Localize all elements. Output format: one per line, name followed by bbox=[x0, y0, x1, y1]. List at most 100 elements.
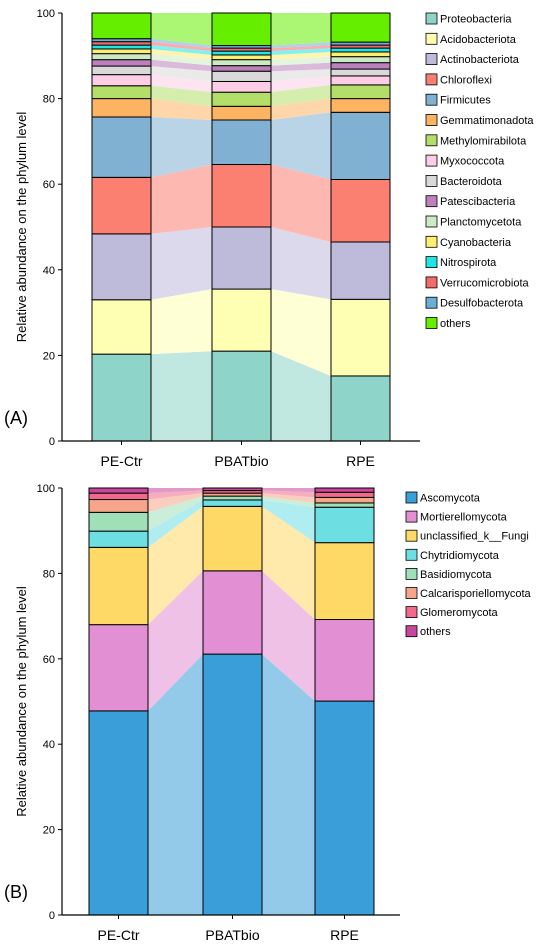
bar-pe-ctr-glomeromycota bbox=[88, 492, 149, 501]
bar-pbatbio-nitrospirota bbox=[211, 50, 272, 56]
bar-pbatbio-mortierellomycota bbox=[202, 570, 263, 655]
bar-rpe-acidobacteriota bbox=[330, 298, 391, 377]
x-tick-label-pe-ctr: PE-Ctr bbox=[101, 453, 143, 469]
bar-pe-ctr-unclassified-k-fungi bbox=[88, 546, 149, 626]
legend: Proteobacteria Acidobacteriota Actinobacte… bbox=[425, 12, 534, 330]
band-acidobacteriota-1 bbox=[151, 289, 212, 355]
band-unclassified-k-fungi-1 bbox=[148, 506, 203, 625]
band-bacteroidota-1 bbox=[151, 66, 212, 82]
bar-rpe-cyanobacteria bbox=[330, 51, 391, 58]
panel-a-chart: 0 20 40 60 80 100 PE-Ctr PBATbio RPE Relative abu… bbox=[4, 8, 534, 469]
legend-swatch-methylomirabilota bbox=[425, 134, 438, 147]
bar-rpe-unclassified-k-fungi bbox=[314, 542, 375, 621]
y-tick-label-80: 80 bbox=[43, 568, 55, 580]
legend-label-unclassified-k-fungi: unclassified_k__Fungi bbox=[420, 531, 529, 543]
legend-swatch-others bbox=[425, 317, 438, 329]
legend-label-chloroflexi: Chloroflexi bbox=[440, 74, 492, 86]
bar-pe-ctr-proteobacteria bbox=[91, 353, 152, 442]
band-chloroflexi-2 bbox=[271, 164, 331, 242]
band-others-2 bbox=[271, 13, 331, 46]
bar-pbatbio-gemmatimonadota bbox=[211, 105, 272, 121]
bar-rpe-proteobacteria bbox=[330, 375, 391, 442]
bar-rpe-bacteroidota bbox=[330, 68, 391, 77]
legend-label-verrucomicrobiota: Verrucomicrobiota bbox=[440, 277, 530, 289]
y-axis-title: Relative abundance on the phylum level bbox=[14, 112, 29, 343]
bar-pbatbio-patescibacteria bbox=[211, 65, 272, 72]
bar-pe-ctr-others bbox=[88, 487, 149, 494]
band-mortierellomycota-1 bbox=[148, 570, 203, 711]
legend-label-acidobacteriota: Acidobacteriota bbox=[440, 34, 517, 46]
y-tick-label-100: 100 bbox=[37, 483, 55, 495]
y-axis-title: Relative abundance on the phylum level bbox=[14, 586, 29, 817]
band-desulfobacterota-1 bbox=[151, 38, 212, 49]
legend-label-planctomycetota: Planctomycetota bbox=[440, 217, 522, 229]
legend-swatch-calcarisporiellomycota bbox=[405, 587, 418, 599]
bar-rpe-glomeromycota bbox=[314, 491, 375, 498]
band-firmicutes-1 bbox=[151, 117, 212, 178]
band-acidobacteriota-2 bbox=[271, 289, 331, 376]
band-chytridiomycota-1 bbox=[148, 499, 203, 548]
bar-pe-ctr-gemmatimonadota bbox=[91, 98, 152, 118]
bar-pbatbio-basidiomycota bbox=[202, 495, 263, 501]
bar-pe-ctr-firmicutes bbox=[91, 116, 152, 178]
y-tick-label-0: 0 bbox=[49, 436, 55, 448]
legend-swatch-desulfobacterota bbox=[425, 296, 438, 309]
legend-swatch-basidiomycota bbox=[405, 568, 418, 580]
bar-pbatbio-firmicutes bbox=[211, 119, 272, 166]
band-glomeromycota-1 bbox=[148, 490, 203, 500]
band-patescibacteria-1 bbox=[151, 59, 212, 72]
band-planctomycetota-1 bbox=[151, 53, 212, 66]
legend-swatch-ascomycota bbox=[405, 491, 418, 504]
bar-rpe-planctomycetota bbox=[330, 56, 391, 64]
panel-label: (A) bbox=[4, 408, 28, 428]
bar-pe-ctr-mortierellomycota bbox=[88, 624, 149, 712]
bar-pe-ctr-patescibacteria bbox=[91, 59, 152, 67]
band-calcarisporiellomycota-1 bbox=[148, 493, 203, 513]
legend-swatch-myxococcota bbox=[425, 154, 438, 167]
bar-rpe-others bbox=[314, 487, 375, 493]
legend-label-mortierellomycota: Mortierellomycota bbox=[420, 512, 508, 524]
band-others-2 bbox=[262, 488, 315, 493]
panel-b-chart: 0 20 40 60 80 100 PE-Ctr PBATbio RPE Relative abu… bbox=[4, 483, 532, 943]
connector-bands bbox=[151, 13, 331, 441]
bar-pbatbio-actinobacteriota bbox=[211, 226, 272, 290]
x-tick-label-pbatbio: PBATbio bbox=[214, 453, 268, 469]
bar-pbatbio-unclassified-k-fungi bbox=[202, 505, 263, 572]
bar-pe-ctr-planctomycetota bbox=[91, 53, 152, 61]
legend-swatch-verrucomicrobiota bbox=[425, 276, 438, 289]
x-tick-label-pbatbio: PBATbio bbox=[205, 927, 259, 943]
band-methylomirabilota-1 bbox=[151, 85, 212, 107]
panel-label: (B) bbox=[4, 882, 28, 902]
legend-swatch-acidobacteriota bbox=[425, 32, 438, 45]
bar-pe-ctr-others bbox=[91, 12, 152, 40]
legend-swatch-patescibacteria bbox=[425, 195, 438, 208]
band-bacteroidota-2 bbox=[271, 69, 331, 82]
legend-label-bacteroidota: Bacteroidota bbox=[440, 176, 503, 188]
bar-rpe-firmicutes bbox=[330, 111, 391, 180]
bar-rpe-chloroflexi bbox=[330, 178, 391, 243]
x-tick-label-pe-ctr: PE-Ctr bbox=[98, 927, 140, 943]
bar-pe-ctr-basidiomycota bbox=[88, 511, 149, 532]
legend-label-calcarisporiellomycota: Calcarisporiellomycota bbox=[420, 588, 532, 600]
band-ascomycota-1 bbox=[148, 654, 203, 915]
x-tick-label-rpe: RPE bbox=[330, 927, 359, 943]
band-methylomirabilota-2 bbox=[271, 84, 331, 107]
bar-pe-ctr-chloroflexi bbox=[91, 176, 152, 235]
legend-swatch-firmicutes bbox=[425, 93, 438, 106]
y-tick-label-0: 0 bbox=[49, 910, 55, 922]
bar-pbatbio-chytridiomycota bbox=[202, 499, 263, 507]
legend-swatch-actinobacteriota bbox=[425, 53, 438, 65]
band-basidiomycota-1 bbox=[148, 496, 203, 532]
bar-rpe-mortierellomycota bbox=[314, 619, 375, 702]
legend-swatch-nitrospirota bbox=[425, 256, 438, 269]
band-desulfobacterota-2 bbox=[271, 42, 331, 49]
band-chloroflexi-1 bbox=[151, 164, 212, 234]
bar-rpe-others bbox=[330, 12, 391, 43]
band-unclassified-k-fungi-2 bbox=[262, 506, 315, 620]
bar-rpe-calcarisporiellomycota bbox=[314, 496, 375, 504]
band-firmicutes-2 bbox=[271, 112, 331, 180]
legend-label-myxococcota: Myxococcota bbox=[440, 156, 505, 168]
band-myxococcota-2 bbox=[271, 75, 331, 93]
bar-pbatbio-others bbox=[202, 487, 263, 492]
